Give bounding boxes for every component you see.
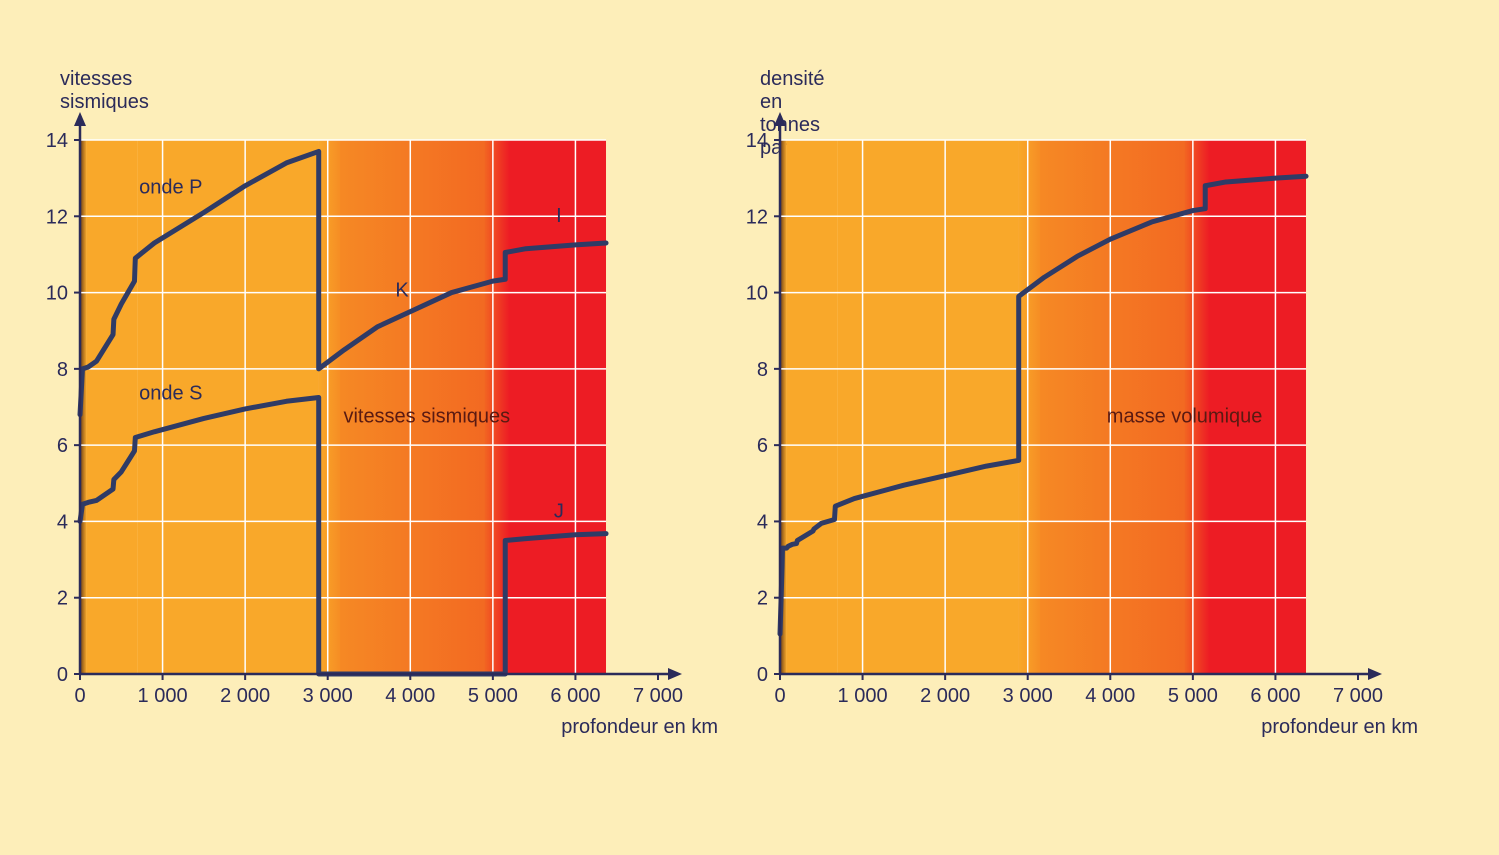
annotation: onde S bbox=[139, 382, 202, 404]
page: { "canvas": { "width": 1499, "height": 8… bbox=[0, 0, 1499, 855]
annotation: onde P bbox=[139, 176, 202, 198]
x-tick-label: 2 000 bbox=[920, 685, 970, 707]
x-tick-label: 3 000 bbox=[1003, 685, 1053, 707]
x-axis-title: profondeur en km bbox=[1198, 716, 1418, 739]
x-tick-label: 5 000 bbox=[468, 685, 518, 707]
y-tick-label: 6 bbox=[57, 435, 68, 457]
x-tick-label: 1 000 bbox=[138, 685, 188, 707]
x-tick-label: 0 bbox=[774, 685, 785, 707]
y-tick-label: 14 bbox=[46, 130, 68, 152]
annotations: masse volumique bbox=[1107, 405, 1263, 427]
y-tick-label: 2 bbox=[757, 588, 768, 610]
x-axis-title: profondeur en km bbox=[498, 716, 718, 739]
y-tick-label: 0 bbox=[757, 664, 768, 686]
x-tick-label: 3 000 bbox=[303, 685, 353, 707]
x-tick-label: 0 bbox=[74, 685, 85, 707]
y-tick-label: 14 bbox=[746, 130, 768, 152]
x-tick-label: 4 000 bbox=[1085, 685, 1135, 707]
x-tick-label: 2 000 bbox=[220, 685, 270, 707]
plot-svg: masse volumique 0 2 4 6 8 10 12 14 0 1 000 2 000 3 0… bbox=[740, 100, 1398, 714]
x-tick-label: 6 000 bbox=[550, 685, 600, 707]
y-tick-label: 8 bbox=[757, 359, 768, 381]
annotation: I bbox=[556, 205, 562, 227]
y-tick-label: 6 bbox=[757, 435, 768, 457]
y-tick-label: 4 bbox=[57, 511, 68, 533]
annotation: masse volumique bbox=[1107, 405, 1263, 427]
annotation: J bbox=[554, 501, 564, 523]
x-tick-label: 1 000 bbox=[838, 685, 888, 707]
y-tick-label: 2 bbox=[57, 588, 68, 610]
x-tick-label: 4 000 bbox=[385, 685, 435, 707]
x-tick-label: 5 000 bbox=[1168, 685, 1218, 707]
annotation: vitesses sismiques bbox=[343, 405, 510, 427]
plot-svg: onde P onde S K I Jvitesses sismiques 0 2 4 6 8 10… bbox=[40, 100, 698, 714]
y-tick-label: 4 bbox=[757, 511, 768, 533]
y-tick-label: 10 bbox=[746, 283, 768, 305]
x-tick-label: 6 000 bbox=[1250, 685, 1300, 707]
x-tick-label: 7 000 bbox=[633, 685, 683, 707]
y-tick-label: 10 bbox=[46, 283, 68, 305]
y-tick-label: 8 bbox=[57, 359, 68, 381]
annotation: K bbox=[395, 279, 409, 301]
y-tick-label: 12 bbox=[746, 206, 768, 228]
y-tick-label: 0 bbox=[57, 664, 68, 686]
y-tick-label: 12 bbox=[46, 206, 68, 228]
x-tick-label: 7 000 bbox=[1333, 685, 1383, 707]
